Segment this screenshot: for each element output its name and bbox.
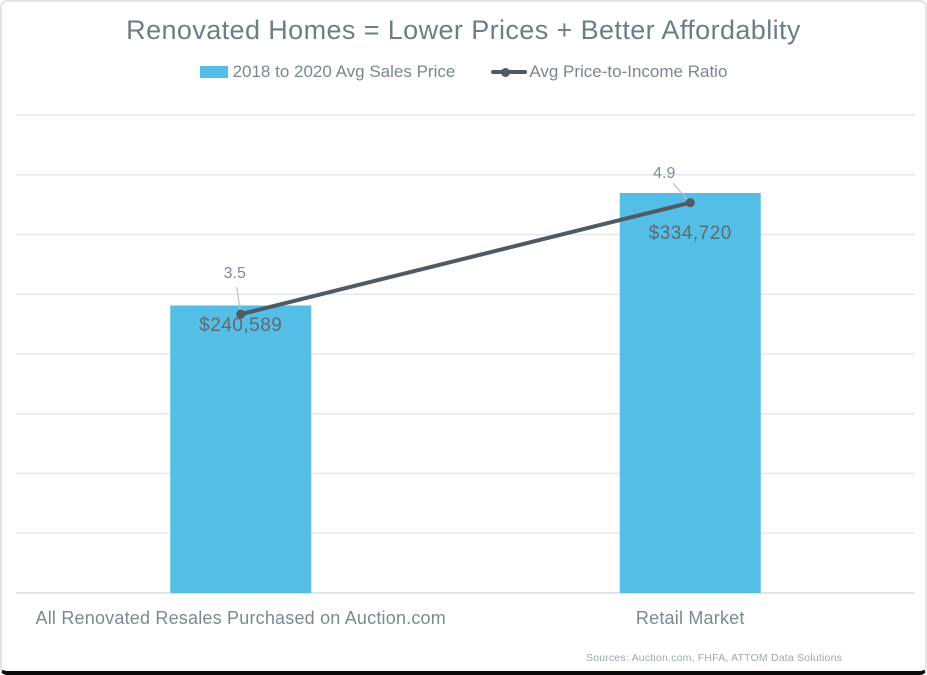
legend-item-ratio: Avg Price-to-Income Ratio [491, 62, 727, 82]
bar-series-swatch-icon [199, 66, 228, 78]
ratio-point-marker [236, 309, 246, 319]
legend-item-sales-price: 2018 to 2020 Avg Sales Price [199, 62, 456, 82]
line-series-dot-icon [501, 67, 511, 77]
chart-title: Renovated Homes = Lower Prices + Better … [126, 15, 801, 45]
ratio-point-marker [685, 198, 695, 208]
line-series-marker-icon [491, 67, 528, 77]
label-leader-line [236, 286, 241, 311]
ratio-label-retail: 4.9 [653, 164, 676, 182]
source-note: Sources: Auction.com, FHFA, ATTOM Data S… [586, 652, 843, 664]
legend: 2018 to 2020 Avg Sales Price Avg Price-t… [2, 62, 925, 82]
legend-label-ratio: Avg Price-to-Income Ratio [529, 62, 728, 81]
ratio-line [238, 200, 693, 317]
bar [619, 193, 761, 594]
ratio-label-renovated: 3.5 [223, 265, 246, 283]
label-leader-line [672, 182, 689, 201]
bar [170, 305, 312, 593]
category-label-retail: Retail Market [635, 608, 745, 628]
bar-value-label-renovated: $240,589 [199, 315, 283, 337]
legend-label-sales-price: 2018 to 2020 Avg Sales Price [232, 62, 456, 81]
bar-value-label-retail: $334,720 [648, 223, 732, 244]
category-label-renovated: All Renovated Resales Purchased on Aucti… [35, 608, 446, 628]
